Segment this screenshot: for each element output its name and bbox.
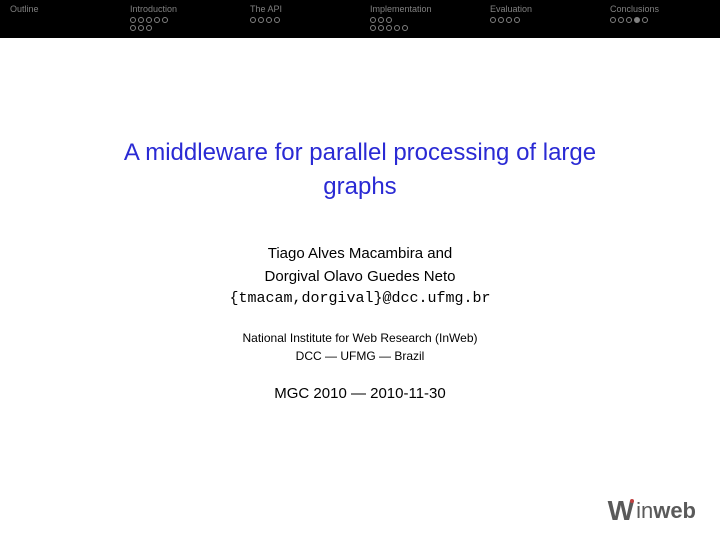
affiliation: National Institute for Web Research (InW… (243, 329, 478, 365)
nav-section-introduction[interactable]: Introduction (120, 4, 240, 38)
nav-label: Implementation (370, 4, 432, 14)
nav-dots (130, 17, 168, 23)
title-line-2: graphs (124, 170, 596, 204)
nav-dots (130, 25, 152, 31)
logo-text: inweb (636, 498, 696, 524)
author-1: Tiago Alves Macambira and (265, 243, 456, 266)
nav-dots (490, 17, 520, 23)
author-emails: {tmacam,dorgival}@dcc.ufmg.br (229, 290, 490, 307)
venue-date: MGC 2010 — 2010-11-30 (274, 385, 445, 402)
nav-dots (370, 25, 408, 31)
title-line-1: A middleware for parallel processing of … (124, 136, 596, 170)
nav-dots (370, 17, 392, 23)
inweb-logo: W inweb (608, 495, 696, 527)
author-2: Dorgival Olavo Guedes Neto (265, 266, 456, 289)
nav-label: Introduction (130, 4, 177, 14)
nav-label: Evaluation (490, 4, 532, 14)
nav-label: The API (250, 4, 282, 14)
nav-label: Conclusions (610, 4, 659, 14)
slide-title: A middleware for parallel processing of … (124, 136, 596, 203)
logo-w-icon: W (608, 495, 632, 527)
affiliation-2: DCC — UFMG — Brazil (243, 347, 478, 365)
authors: Tiago Alves Macambira and Dorgival Olavo… (265, 243, 456, 288)
nav-section-implementation[interactable]: Implementation (360, 4, 480, 38)
nav-section-conclusions[interactable]: Conclusions (600, 4, 720, 38)
nav-section-evaluation[interactable]: Evaluation (480, 4, 600, 38)
affiliation-1: National Institute for Web Research (InW… (243, 329, 478, 347)
nav-label: Outline (10, 4, 39, 14)
nav-dots (250, 17, 280, 23)
nav-section-api[interactable]: The API (240, 4, 360, 38)
slide-content: A middleware for parallel processing of … (0, 38, 720, 541)
nav-section-outline[interactable]: Outline (0, 4, 120, 38)
navigation-bar: Outline Introduction The API Implementat… (0, 0, 720, 38)
nav-dots (610, 17, 648, 23)
